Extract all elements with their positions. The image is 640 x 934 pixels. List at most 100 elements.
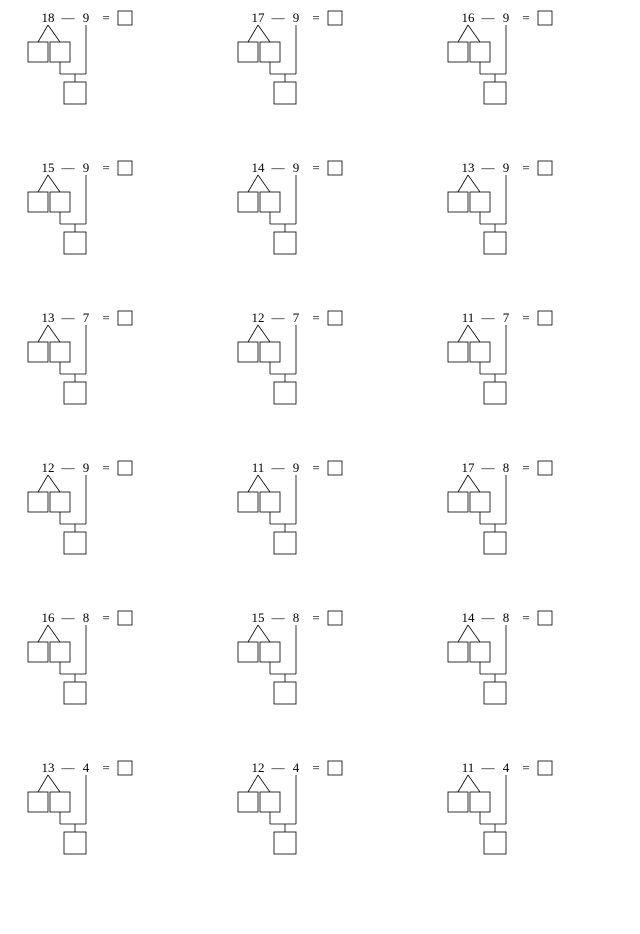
split-box-left[interactable] bbox=[28, 492, 48, 512]
split-box-right[interactable] bbox=[50, 642, 70, 662]
operand-b: 7 bbox=[293, 310, 300, 325]
branch-line-right bbox=[468, 775, 480, 792]
result-box[interactable] bbox=[64, 532, 86, 554]
operand-a: 16 bbox=[42, 610, 56, 625]
result-box[interactable] bbox=[274, 832, 296, 854]
result-box[interactable] bbox=[484, 532, 506, 554]
split-box-left[interactable] bbox=[238, 342, 258, 362]
problem-cell: 12—7= bbox=[230, 310, 410, 420]
result-box[interactable] bbox=[484, 682, 506, 704]
answer-box[interactable] bbox=[328, 311, 342, 325]
split-box-right[interactable] bbox=[260, 342, 280, 362]
branch-line-left bbox=[38, 625, 48, 642]
result-box[interactable] bbox=[64, 82, 86, 104]
split-box-right[interactable] bbox=[50, 192, 70, 212]
split-box-right[interactable] bbox=[50, 342, 70, 362]
split-box-right[interactable] bbox=[470, 42, 490, 62]
split-box-left[interactable] bbox=[448, 792, 468, 812]
problem-cell: 14—8= bbox=[440, 610, 620, 720]
split-box-right[interactable] bbox=[470, 492, 490, 512]
branch-line-left bbox=[248, 325, 258, 342]
problem-diagram: 13—9= bbox=[440, 160, 590, 270]
split-box-left[interactable] bbox=[28, 342, 48, 362]
answer-box[interactable] bbox=[538, 161, 552, 175]
split-box-right[interactable] bbox=[50, 42, 70, 62]
split-box-right[interactable] bbox=[260, 792, 280, 812]
answer-box[interactable] bbox=[328, 461, 342, 475]
split-box-left[interactable] bbox=[448, 642, 468, 662]
result-box[interactable] bbox=[484, 82, 506, 104]
split-box-right[interactable] bbox=[260, 492, 280, 512]
split-box-right[interactable] bbox=[260, 42, 280, 62]
answer-box[interactable] bbox=[118, 461, 132, 475]
operand-b: 8 bbox=[503, 460, 510, 475]
result-box[interactable] bbox=[274, 532, 296, 554]
problem-diagram: 17—8= bbox=[440, 460, 590, 570]
split-box-right[interactable] bbox=[470, 342, 490, 362]
operand-a: 15 bbox=[42, 160, 55, 175]
answer-box[interactable] bbox=[328, 11, 342, 25]
split-box-right[interactable] bbox=[470, 792, 490, 812]
split-box-left[interactable] bbox=[238, 192, 258, 212]
minus-sign: — bbox=[271, 160, 286, 175]
split-box-left[interactable] bbox=[448, 192, 468, 212]
minus-sign: — bbox=[61, 160, 76, 175]
minus-sign: — bbox=[61, 460, 76, 475]
problem-cell: 16—9= bbox=[440, 10, 620, 120]
split-box-left[interactable] bbox=[238, 792, 258, 812]
result-box[interactable] bbox=[274, 682, 296, 704]
result-box[interactable] bbox=[274, 232, 296, 254]
split-box-left[interactable] bbox=[238, 492, 258, 512]
result-box[interactable] bbox=[484, 232, 506, 254]
split-box-left[interactable] bbox=[448, 42, 468, 62]
answer-box[interactable] bbox=[328, 611, 342, 625]
split-box-right[interactable] bbox=[260, 192, 280, 212]
answer-box[interactable] bbox=[118, 311, 132, 325]
answer-box[interactable] bbox=[118, 611, 132, 625]
answer-box[interactable] bbox=[538, 11, 552, 25]
operand-a: 16 bbox=[462, 10, 476, 25]
split-box-left[interactable] bbox=[28, 792, 48, 812]
result-box[interactable] bbox=[274, 82, 296, 104]
split-box-left[interactable] bbox=[28, 192, 48, 212]
split-box-left[interactable] bbox=[448, 342, 468, 362]
operand-b: 9 bbox=[83, 460, 90, 475]
split-box-right[interactable] bbox=[50, 492, 70, 512]
answer-box[interactable] bbox=[538, 611, 552, 625]
split-box-left[interactable] bbox=[28, 42, 48, 62]
answer-box[interactable] bbox=[118, 11, 132, 25]
split-box-left[interactable] bbox=[28, 642, 48, 662]
branch-line-left bbox=[38, 775, 48, 792]
minus-sign: — bbox=[61, 10, 76, 25]
split-box-right[interactable] bbox=[470, 192, 490, 212]
problem-cell: 11—7= bbox=[440, 310, 620, 420]
result-box[interactable] bbox=[64, 682, 86, 704]
answer-box[interactable] bbox=[538, 461, 552, 475]
operand-a: 14 bbox=[462, 610, 476, 625]
answer-box[interactable] bbox=[538, 311, 552, 325]
split-box-left[interactable] bbox=[448, 492, 468, 512]
branch-line-left bbox=[248, 625, 258, 642]
split-box-right[interactable] bbox=[260, 642, 280, 662]
minus-sign: — bbox=[61, 760, 76, 775]
answer-box[interactable] bbox=[118, 161, 132, 175]
result-box[interactable] bbox=[274, 382, 296, 404]
split-box-right[interactable] bbox=[470, 642, 490, 662]
result-box[interactable] bbox=[484, 832, 506, 854]
answer-box[interactable] bbox=[118, 761, 132, 775]
result-box[interactable] bbox=[64, 232, 86, 254]
branch-line-left bbox=[38, 325, 48, 342]
result-box[interactable] bbox=[484, 382, 506, 404]
split-box-right[interactable] bbox=[50, 792, 70, 812]
equals-sign: = bbox=[312, 310, 319, 325]
branch-line-left bbox=[248, 175, 258, 192]
result-box[interactable] bbox=[64, 832, 86, 854]
answer-box[interactable] bbox=[538, 761, 552, 775]
answer-box[interactable] bbox=[328, 161, 342, 175]
result-box[interactable] bbox=[64, 382, 86, 404]
split-box-left[interactable] bbox=[238, 42, 258, 62]
problem-diagram: 14—8= bbox=[440, 610, 590, 720]
split-box-left[interactable] bbox=[238, 642, 258, 662]
answer-box[interactable] bbox=[328, 761, 342, 775]
minus-sign: — bbox=[481, 10, 496, 25]
